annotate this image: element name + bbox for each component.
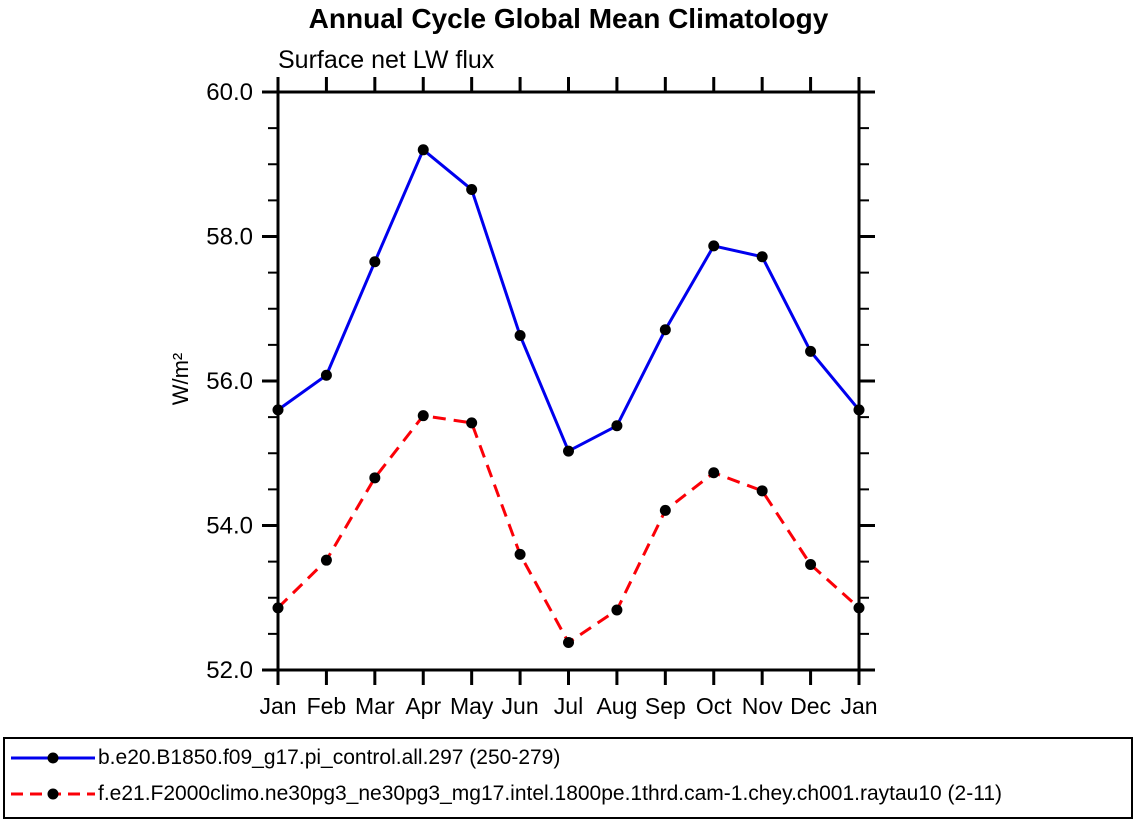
chart-title: Annual Cycle Global Mean Climatology xyxy=(308,3,829,34)
series-line xyxy=(277,147,861,454)
data-point-marker xyxy=(853,602,865,614)
data-point-marker xyxy=(611,604,623,616)
data-point-marker xyxy=(708,467,720,479)
legend-box: b.e20.B1850.f09_g17.pi_control.all.297 (… xyxy=(3,737,1133,819)
data-point-marker xyxy=(756,485,768,497)
legend-line-sample xyxy=(11,752,95,764)
legend-line-sample xyxy=(11,788,95,800)
axis-box xyxy=(276,90,861,672)
legend-label: b.e20.B1850.f09_g17.pi_control.all.297 (… xyxy=(98,746,561,769)
data-point-marker xyxy=(466,184,478,196)
data-point-marker xyxy=(563,637,574,649)
x-tick-label: Feb xyxy=(307,693,347,719)
x-tick-label: Jun xyxy=(502,693,539,719)
data-point-marker xyxy=(369,256,381,268)
data-point-marker xyxy=(320,369,332,381)
x-tick-label: Apr xyxy=(405,693,441,719)
legend-marker xyxy=(47,752,59,764)
x-tick-label: Jan xyxy=(840,693,877,719)
x-tick-label: Jan xyxy=(259,693,296,719)
x-tick-label: Dec xyxy=(790,693,831,719)
plot-area: 52.0 54.0 56.0 58.0 60.0 Jan Feb Mar Apr May Jun Ju… xyxy=(206,77,878,719)
x-tick-label: Aug xyxy=(596,693,637,719)
y-tick-label: 56.0 xyxy=(206,368,253,395)
data-point-marker xyxy=(417,144,429,156)
legend-row: b.e20.B1850.f09_g17.pi_control.all.297 (… xyxy=(10,746,560,770)
data-point-marker xyxy=(272,404,284,416)
x-tick-label: Jul xyxy=(554,693,583,719)
data-point-marker xyxy=(563,445,574,457)
y-tick-label: 54.0 xyxy=(206,513,253,540)
data-point-marker xyxy=(659,504,671,516)
x-tick-label: Mar xyxy=(355,693,395,719)
legend-marker xyxy=(47,788,59,800)
legend-row: f.e21.F2000climo.ne30pg3_ne30pg3_mg17.in… xyxy=(10,782,1002,806)
data-point-marker xyxy=(514,548,526,560)
x-tick-label: May xyxy=(450,693,494,719)
data-point-marker xyxy=(272,602,284,614)
x-tick-label: Sep xyxy=(645,693,686,719)
x-tick-label: Oct xyxy=(696,693,732,719)
data-point-marker xyxy=(805,345,817,357)
y-tick-label: 58.0 xyxy=(206,224,253,251)
data-point-marker xyxy=(466,417,478,429)
data-point-marker xyxy=(708,240,720,252)
data-point-marker xyxy=(369,472,381,484)
chart-subtitle: Surface net LW flux xyxy=(278,46,495,74)
data-point-marker xyxy=(805,559,817,571)
data-point-marker xyxy=(853,404,865,416)
x-tick-label: Nov xyxy=(742,693,783,719)
data-point-marker xyxy=(417,410,429,422)
legend-label: f.e21.F2000climo.ne30pg3_ne30pg3_mg17.in… xyxy=(98,782,1003,805)
y-tick-label: 60.0 xyxy=(206,79,253,106)
data-point-marker xyxy=(320,554,332,566)
data-point-marker xyxy=(611,420,623,432)
data-point-marker xyxy=(756,251,768,263)
data-point-marker xyxy=(659,324,671,336)
y-tick-label: 52.0 xyxy=(206,657,253,684)
data-point-marker xyxy=(514,329,526,341)
